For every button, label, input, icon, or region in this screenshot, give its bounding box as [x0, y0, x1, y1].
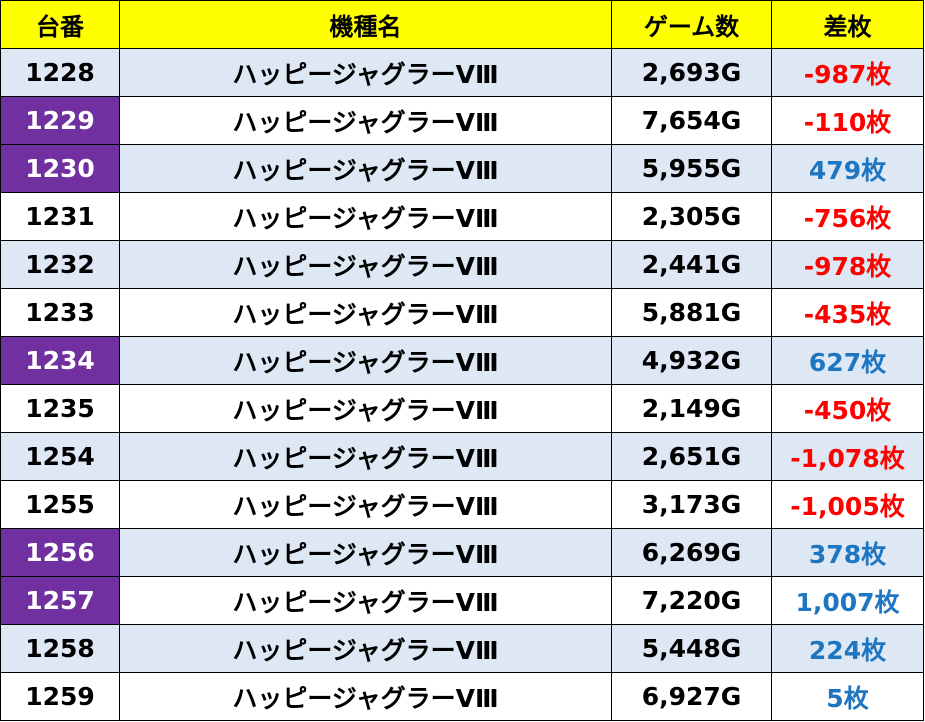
- coin-diff-cell: -450枚: [771, 384, 924, 433]
- table-row: 1234 ハッピージャグラーVⅢ 4,932G 627枚: [0, 336, 924, 385]
- table-row: 1235 ハッピージャグラーVⅢ 2,149G -450枚: [0, 384, 924, 433]
- model-name-cell: ハッピージャグラーVⅢ: [119, 624, 612, 673]
- coin-diff-cell: 378枚: [771, 528, 924, 577]
- machine-number-cell: 1235: [0, 384, 120, 433]
- coin-diff-cell: -110枚: [771, 96, 924, 145]
- coin-diff-cell: 224枚: [771, 624, 924, 673]
- game-count-cell: 2,441G: [611, 240, 772, 289]
- machine-number-cell: 1234: [0, 336, 120, 385]
- model-name-cell: ハッピージャグラーVⅢ: [119, 528, 612, 577]
- machine-number-cell: 1256: [0, 528, 120, 577]
- model-name-cell: ハッピージャグラーVⅢ: [119, 144, 612, 193]
- game-count-cell: 5,955G: [611, 144, 772, 193]
- game-count-cell: 7,220G: [611, 576, 772, 625]
- machine-number-cell: 1257: [0, 576, 120, 625]
- game-count-cell: 4,932G: [611, 336, 772, 385]
- coin-diff-cell: -987枚: [771, 48, 924, 97]
- table-header: 台番 機種名 ゲーム数 差枚: [0, 0, 924, 49]
- coin-diff-cell: -1,005枚: [771, 480, 924, 529]
- game-count-cell: 2,693G: [611, 48, 772, 97]
- machine-number-cell: 1228: [0, 48, 120, 97]
- table-row: 1233 ハッピージャグラーVⅢ 5,881G -435枚: [0, 288, 924, 337]
- table-row: 1254 ハッピージャグラーVⅢ 2,651G -1,078枚: [0, 432, 924, 481]
- coin-diff-cell: -978枚: [771, 240, 924, 289]
- machine-number-cell: 1230: [0, 144, 120, 193]
- table-row: 1232 ハッピージャグラーVⅢ 2,441G -978枚: [0, 240, 924, 289]
- model-name-cell: ハッピージャグラーVⅢ: [119, 672, 612, 721]
- game-count-cell: 5,448G: [611, 624, 772, 673]
- model-name-cell: ハッピージャグラーVⅢ: [119, 432, 612, 481]
- table-row: 1230 ハッピージャグラーVⅢ 5,955G 479枚: [0, 144, 924, 193]
- header-row: 台番 機種名 ゲーム数 差枚: [0, 0, 924, 49]
- header-model: 機種名: [119, 0, 612, 49]
- coin-diff-cell: 479枚: [771, 144, 924, 193]
- table-row: 1259 ハッピージャグラーVⅢ 6,927G 5枚: [0, 672, 924, 721]
- coin-diff-cell: 1,007枚: [771, 576, 924, 625]
- coin-diff-cell: -756枚: [771, 192, 924, 241]
- coin-diff-cell: -1,078枚: [771, 432, 924, 481]
- machine-number-cell: 1229: [0, 96, 120, 145]
- game-count-cell: 2,305G: [611, 192, 772, 241]
- game-count-cell: 2,149G: [611, 384, 772, 433]
- model-name-cell: ハッピージャグラーVⅢ: [119, 48, 612, 97]
- table-row: 1258 ハッピージャグラーVⅢ 5,448G 224枚: [0, 624, 924, 673]
- game-count-cell: 7,654G: [611, 96, 772, 145]
- machine-number-cell: 1259: [0, 672, 120, 721]
- header-games: ゲーム数: [611, 0, 772, 49]
- header-diff: 差枚: [771, 0, 924, 49]
- coin-diff-cell: 627枚: [771, 336, 924, 385]
- machine-number-cell: 1255: [0, 480, 120, 529]
- machine-number-cell: 1258: [0, 624, 120, 673]
- game-count-cell: 5,881G: [611, 288, 772, 337]
- header-machine-no: 台番: [0, 0, 120, 49]
- table-row: 1231 ハッピージャグラーVⅢ 2,305G -756枚: [0, 192, 924, 241]
- model-name-cell: ハッピージャグラーVⅢ: [119, 384, 612, 433]
- game-count-cell: 3,173G: [611, 480, 772, 529]
- model-name-cell: ハッピージャグラーVⅢ: [119, 336, 612, 385]
- table-body: 1228 ハッピージャグラーVⅢ 2,693G -987枚 1229 ハッピージャグラーV…: [0, 48, 924, 721]
- table-row: 1228 ハッピージャグラーVⅢ 2,693G -987枚: [0, 48, 924, 97]
- game-count-cell: 6,927G: [611, 672, 772, 721]
- game-count-cell: 6,269G: [611, 528, 772, 577]
- machine-number-cell: 1231: [0, 192, 120, 241]
- table-row: 1229 ハッピージャグラーVⅢ 7,654G -110枚: [0, 96, 924, 145]
- model-name-cell: ハッピージャグラーVⅢ: [119, 288, 612, 337]
- model-name-cell: ハッピージャグラーVⅢ: [119, 192, 612, 241]
- table-row: 1256 ハッピージャグラーVⅢ 6,269G 378枚: [0, 528, 924, 577]
- table-row: 1255 ハッピージャグラーVⅢ 3,173G -1,005枚: [0, 480, 924, 529]
- game-count-cell: 2,651G: [611, 432, 772, 481]
- model-name-cell: ハッピージャグラーVⅢ: [119, 96, 612, 145]
- coin-diff-cell: -435枚: [771, 288, 924, 337]
- machine-number-cell: 1254: [0, 432, 120, 481]
- model-name-cell: ハッピージャグラーVⅢ: [119, 240, 612, 289]
- table-row: 1257 ハッピージャグラーVⅢ 7,220G 1,007枚: [0, 576, 924, 625]
- machine-number-cell: 1233: [0, 288, 120, 337]
- model-name-cell: ハッピージャグラーVⅢ: [119, 480, 612, 529]
- coin-diff-cell: 5枚: [771, 672, 924, 721]
- machine-number-cell: 1232: [0, 240, 120, 289]
- model-name-cell: ハッピージャグラーVⅢ: [119, 576, 612, 625]
